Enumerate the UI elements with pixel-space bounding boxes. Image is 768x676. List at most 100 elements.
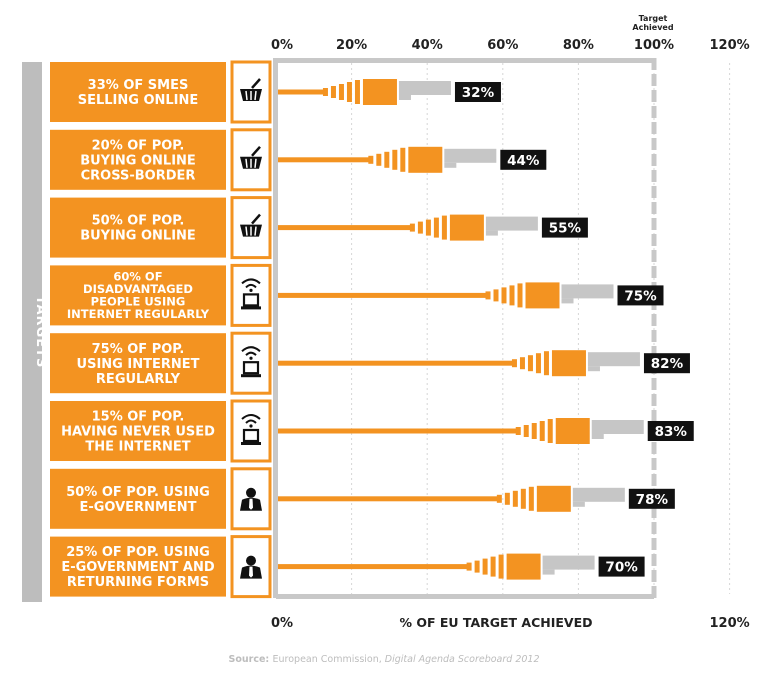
cone-ridge	[384, 151, 390, 168]
category-label: 15% OF POP.	[92, 410, 185, 425]
shopping-basket-icon	[240, 145, 262, 169]
value-label-box	[628, 488, 675, 509]
cone-ridge	[535, 353, 541, 374]
basket-slat	[254, 226, 257, 236]
cone-ridge	[528, 486, 534, 511]
category-label: 50% OF POP.	[92, 214, 185, 229]
icon-box	[230, 535, 272, 599]
cone-ridge	[441, 215, 447, 240]
category-label: THE INTERNET	[85, 440, 190, 455]
category-label: 75% OF POP.	[92, 342, 185, 357]
category-label: PEOPLE USING	[91, 295, 186, 309]
cone-ridge	[539, 421, 545, 441]
basket-handle	[251, 213, 261, 225]
cone-ridge	[496, 494, 502, 503]
category-label: 20% OF POP.	[92, 138, 185, 153]
series-bar-line	[278, 157, 371, 163]
series-bar-cone	[511, 351, 549, 376]
series-bar-head	[555, 418, 590, 444]
category-label: E-GOVERNMENT	[79, 500, 196, 515]
tick-label-top: 120%	[710, 38, 750, 53]
series-bar-head	[551, 350, 586, 377]
wifi-arc	[241, 346, 261, 352]
category-label: HAVING NEVER USED	[61, 425, 215, 440]
series-bar-line	[278, 428, 518, 434]
series-bar-line	[278, 225, 412, 231]
person-tie	[249, 498, 253, 510]
shopping-basket-icon	[240, 213, 262, 237]
side-band	[22, 62, 42, 602]
remaining-bar	[572, 487, 625, 502]
wifi-arc	[245, 283, 257, 289]
series-bar-line	[278, 564, 469, 570]
category-box	[50, 536, 226, 597]
value-label: 78%	[636, 492, 669, 508]
source-note: Source: European Commission, Digital Age…	[229, 654, 540, 665]
value-label-box	[617, 285, 664, 306]
cone-ridge	[519, 357, 525, 370]
value-label: 44%	[507, 153, 540, 169]
cone-ridge	[501, 287, 507, 304]
wifi-computer-icon	[241, 278, 261, 310]
category-label: E-GOVERNMENT AND	[61, 560, 215, 575]
monitor	[242, 361, 260, 375]
person-icon	[240, 487, 262, 511]
cone-ridge	[482, 558, 488, 575]
value-label: 75%	[624, 288, 657, 304]
series-bar-head	[525, 282, 560, 309]
source-prefix: Source:	[229, 654, 273, 665]
cone-ridge	[493, 289, 499, 302]
remaining-bar-step	[561, 298, 574, 304]
category-label: SELLING ONLINE	[78, 93, 199, 108]
source-italic: Digital Agenda Scoreboard 2012	[385, 654, 540, 665]
category-label: 50% OF POP. USING	[66, 485, 210, 500]
value-label: 70%	[605, 560, 638, 576]
wifi-computer-icon	[241, 346, 261, 378]
series-bar-head	[362, 79, 397, 105]
target-marker-label: Achieved	[632, 23, 673, 32]
series-bar-cone	[496, 486, 534, 511]
cone-ridge	[409, 223, 415, 232]
remaining-bar	[485, 216, 538, 231]
remaining-bar	[587, 352, 640, 367]
category-box	[50, 265, 226, 326]
remaining-bar-step	[444, 162, 457, 168]
series-bar-head	[408, 146, 443, 173]
remaining-bar-step	[572, 501, 585, 507]
series-bar-head	[506, 553, 541, 580]
source-text: European Commission,	[273, 654, 385, 665]
x-axis-title: % OF EU TARGET ACHIEVED	[399, 615, 592, 630]
category-label: CROSS-BORDER	[81, 168, 196, 183]
value-label-box	[647, 421, 694, 441]
cone-ridge	[509, 285, 515, 306]
cone-ridge	[527, 355, 533, 372]
cone-ridge	[531, 423, 537, 439]
series-bar-cone	[466, 554, 504, 579]
category-label: REGULARLY	[96, 372, 181, 387]
remaining-bar	[591, 420, 644, 434]
series-bar-cone	[515, 419, 553, 443]
category-label: 60% OF	[113, 270, 162, 284]
value-label: 32%	[462, 85, 495, 101]
remaining-bar	[542, 555, 595, 570]
remaining-bar	[561, 284, 614, 299]
cone-ridge	[504, 492, 510, 505]
side-label: TARGETS	[33, 296, 48, 369]
basket-slat	[254, 90, 257, 101]
cone-ridge	[400, 147, 406, 172]
cone-ridge	[490, 556, 496, 577]
value-label-box	[454, 82, 501, 102]
cone-ridge	[543, 351, 549, 376]
category-label: INTERNET REGULARLY	[67, 307, 210, 321]
remaining-bar-step	[542, 569, 555, 575]
monitor	[242, 293, 260, 307]
cone-ridge	[512, 490, 518, 507]
value-label-box	[643, 353, 690, 374]
basket-handle	[251, 78, 261, 89]
person-icon	[240, 555, 262, 579]
wifi-arc	[245, 351, 257, 356]
wifi-dot	[249, 424, 253, 428]
wifi-arc	[245, 419, 257, 424]
cone-ridge	[466, 562, 472, 571]
